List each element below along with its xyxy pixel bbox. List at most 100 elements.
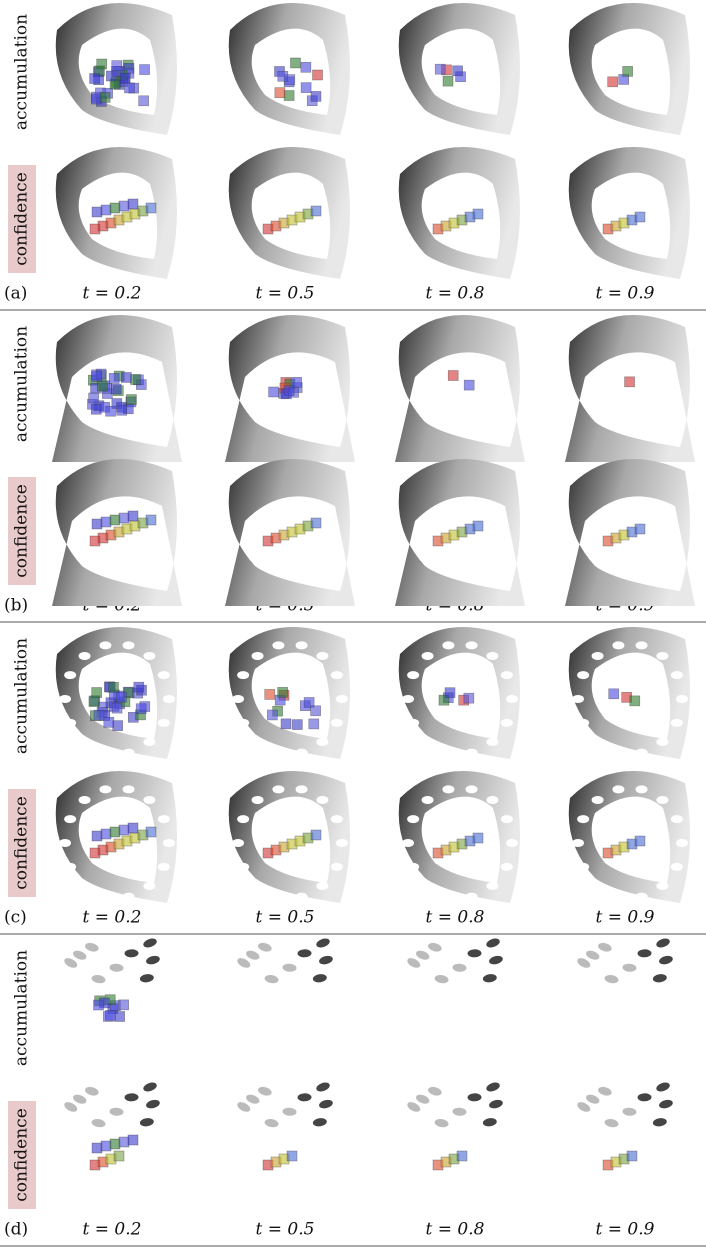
shell [399,147,520,279]
time-label: t = 0.8 [426,284,485,304]
shell-hole [592,882,604,890]
shell-hole [486,738,498,746]
shell-fragment [84,941,100,953]
voxel [101,517,111,527]
shell-hole [506,695,518,703]
shell-fragment [467,949,481,957]
shell-hole [158,863,170,871]
accumulation-image [56,3,177,135]
accumulation-image [229,627,350,759]
shell-hole [64,719,76,727]
shell-hole [466,893,478,901]
shell-hole [636,641,648,649]
voxel [89,697,99,707]
shell-fragment [264,1118,279,1128]
shell-hole [671,719,683,727]
time-label: t = 0.9 [596,1220,655,1240]
voxel [104,717,114,727]
row-label: accumulation [12,14,32,130]
shell-fragment [658,955,674,966]
shell-hole [676,695,688,703]
confidence-image [52,459,182,606]
shell [229,147,350,279]
shell-hole [79,738,91,746]
shell-fragment [312,973,327,983]
shell-fragment [312,1117,327,1127]
shell-hole [331,863,343,871]
shell-hole [636,785,648,793]
shell-hole [252,738,264,746]
voxel [435,64,445,74]
voxel [281,719,291,729]
row-label: confidence [12,484,32,578]
shell-hole [272,785,284,793]
shell-fragment [84,1085,100,1097]
voxel [112,61,122,71]
shell-fragment [415,949,431,962]
voxel [448,371,458,381]
shell-hole [442,749,454,757]
shell-hole [501,671,513,679]
voxel [473,833,483,843]
shell-fragment [124,949,138,957]
voxel [101,829,111,839]
voxel [464,693,474,703]
time-label: t = 0.5 [256,1220,315,1240]
accumulation-image [236,937,334,984]
voxel [101,205,111,215]
shell-fragment [264,974,279,984]
shell-hole [671,671,683,679]
shell-hole [237,719,249,727]
shell-fragment [142,937,158,949]
shell-fragment [655,1081,671,1093]
shell-hole [59,695,71,703]
voxel [109,373,119,383]
shell-hole [336,695,348,703]
voxel [108,682,118,692]
voxel [139,96,149,106]
shell-hole [272,893,284,901]
voxel [136,704,146,714]
row-label: accumulation [12,326,32,442]
shell-fragment [488,1099,504,1110]
shell-fragment [585,949,601,962]
shell-hole [316,796,328,804]
shell-fragment [145,1099,161,1110]
voxel [290,58,300,68]
shell-fragment [406,1100,422,1114]
shell-fragment [604,1118,619,1128]
shell-hole [656,882,668,890]
shell-hole [466,785,478,793]
voxel [119,1137,129,1147]
shell-hole [163,839,175,847]
shell-hole [506,839,518,847]
voxel [134,682,144,692]
accumulation-image [569,3,690,135]
voxel [92,372,102,382]
shell [565,315,695,462]
shell-hole [577,719,589,727]
shell-hole [296,749,308,757]
confidence-image [56,771,177,903]
shell-hole [501,863,513,871]
shell-hole [407,815,419,823]
shell-hole [402,839,414,847]
shell-hole [336,839,348,847]
panel-label: (c) [4,908,27,928]
shell-hole [158,671,170,679]
voxel [311,91,321,101]
voxel [92,831,102,841]
voxel [311,518,321,528]
accumulation-image [576,937,674,984]
shell-hole [64,671,76,679]
shell-hole [237,671,249,679]
shell-hole [612,893,624,901]
voxel [311,830,321,840]
voxel [89,393,99,403]
shell-fragment [452,1107,467,1116]
shell-fragment [597,1085,613,1097]
shell-hole [402,695,414,703]
shell-hole [64,815,76,823]
shell-hole [422,796,434,804]
shell-hole [331,671,343,679]
